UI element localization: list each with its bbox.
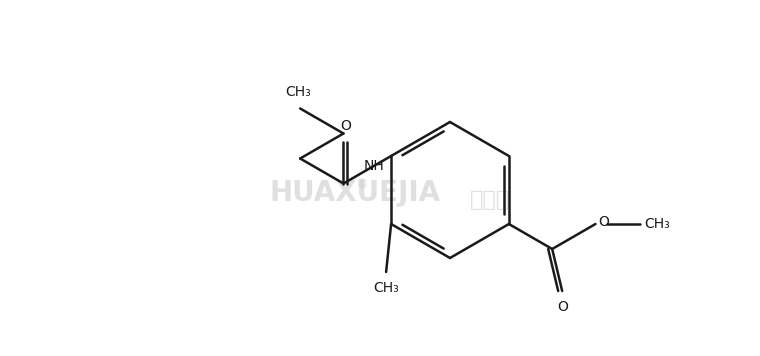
Text: CH₃: CH₃ [373,281,399,295]
Text: 化学加: 化学加 [470,190,510,210]
Text: CH₃: CH₃ [644,217,670,231]
Text: HUAXUEJIA: HUAXUEJIA [270,179,441,207]
Text: O: O [340,119,351,132]
Text: O: O [598,215,610,229]
Text: CH₃: CH₃ [285,85,311,99]
Text: NH: NH [364,159,385,173]
Text: O: O [557,300,568,314]
Text: ®: ® [355,178,368,192]
